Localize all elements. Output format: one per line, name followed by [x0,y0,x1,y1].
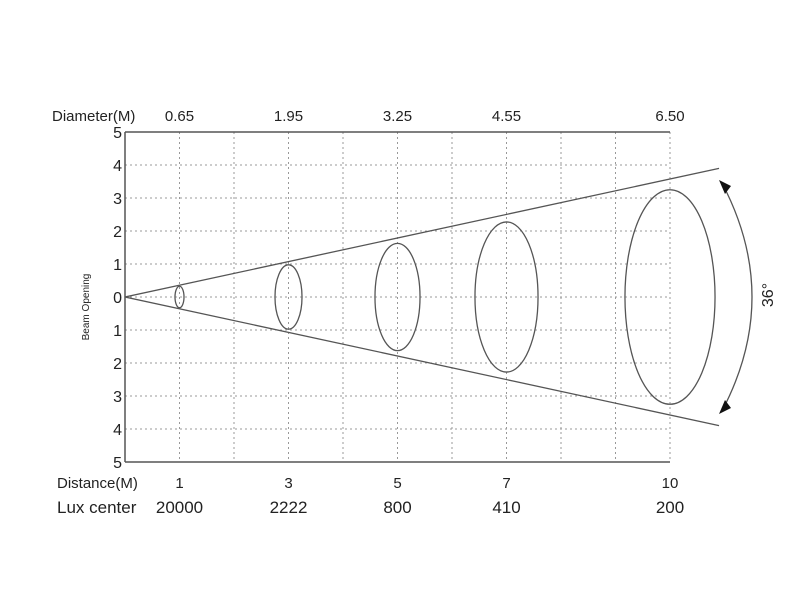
diameter-value: 3.25 [383,108,412,125]
lux-value: 800 [383,498,411,517]
lux-value: 20000 [156,498,203,517]
diameter-label: Diameter(M) [52,108,135,125]
diameter-value: 4.55 [492,108,521,125]
distance-value: 7 [502,475,510,492]
y-tick-label: 4 [113,158,122,175]
beam-spot-ellipse [174,285,185,309]
y-tick-label: 3 [113,191,122,208]
arrowhead-top-icon [719,180,731,194]
diameter-value: 0.65 [165,108,194,125]
diameter-value: 6.50 [655,108,684,125]
beam-edge-upper [124,167,720,298]
y-tick-label: 2 [113,356,122,373]
lux-center-label: Lux center [57,498,137,517]
y-axis-label: Beam Opening [81,274,92,341]
distance-value: 10 [662,475,679,492]
lux-value: 2222 [270,498,308,517]
y-tick-label: 4 [113,422,122,439]
y-tick-label: 2 [113,224,122,241]
y-tick-label: 0 [113,290,122,307]
beam-angle-arc [721,182,753,412]
arrowhead-bottom-icon [719,400,731,414]
labels: Diameter(M) Distance(M) Lux center Beam … [52,108,777,517]
distance-value: 5 [393,475,401,492]
beam-spot-ellipse [474,221,539,373]
y-tick-label: 1 [113,257,122,274]
distance-label: Distance(M) [57,475,138,492]
lux-value: 200 [656,498,684,517]
distance-value: 1 [175,475,183,492]
lux-value: 410 [492,498,520,517]
diameter-value: 1.95 [274,108,303,125]
beam-marks [124,167,753,427]
y-tick-label: 1 [113,323,122,340]
beam-spot-ellipse [374,242,421,352]
beam-spot-ellipse [274,264,303,330]
y-tick-label: 5 [113,125,122,142]
y-tick-label: 5 [113,455,122,472]
y-tick-label: 3 [113,389,122,406]
beam-edge-lower [124,296,720,427]
grid [125,132,671,462]
axes: 5 4 3 2 1 0 1 2 3 4 5 [113,125,670,472]
distance-value: 3 [284,475,292,492]
beam-spot-ellipse [624,189,716,405]
beam-angle-label: 36° [760,283,777,307]
